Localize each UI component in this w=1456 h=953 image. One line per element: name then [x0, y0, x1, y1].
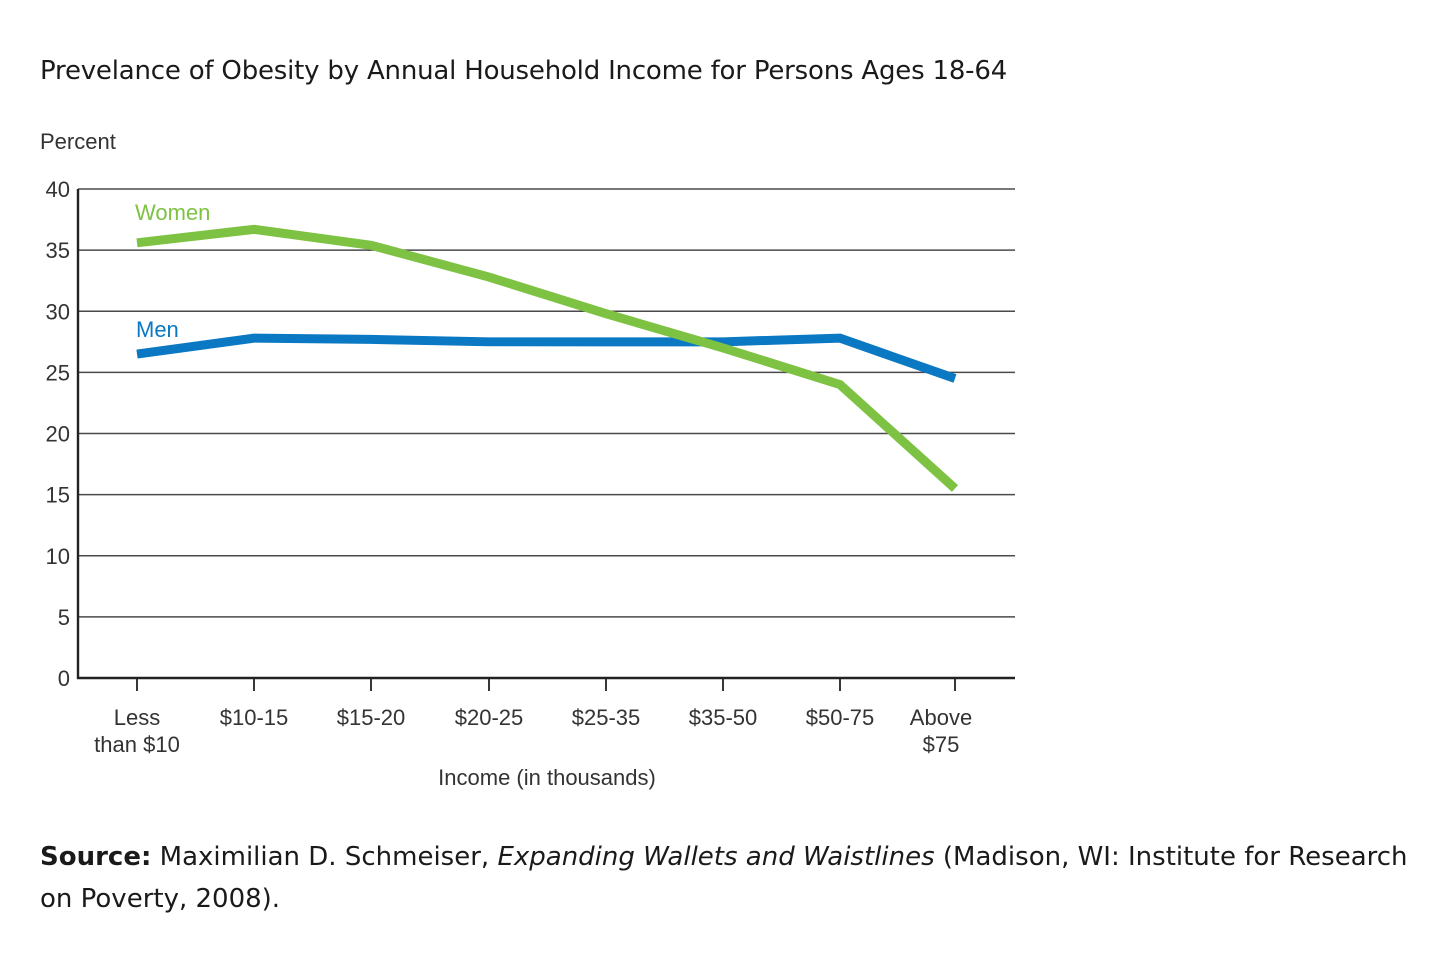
series-label-men: Men [136, 317, 179, 342]
y-axis-label: Percent [40, 129, 116, 154]
y-tick-label: 15 [46, 483, 70, 508]
x-tick-label: $75 [923, 732, 960, 757]
y-tick-label: 5 [58, 605, 70, 630]
x-tick-label: $15-20 [337, 705, 406, 730]
y-tick-label: 35 [46, 238, 70, 263]
x-tick-label: $20-25 [455, 705, 524, 730]
x-tick-label: $10-15 [220, 705, 289, 730]
x-tick-label: $50-75 [806, 705, 875, 730]
y-tick-label: 0 [58, 666, 70, 691]
y-tick-label: 25 [46, 360, 70, 385]
page-title: Prevelance of Obesity by Annual Househol… [40, 56, 1008, 86]
x-tick-label: $35-50 [689, 705, 758, 730]
x-tick-label: than $10 [94, 732, 180, 757]
source-work-title: Expanding Wallets and Waistlines [497, 842, 935, 872]
x-tick-label: Above [910, 705, 972, 730]
y-tick-label: 10 [46, 544, 70, 569]
source-details: (Madison, WI: Institute for Research on … [40, 842, 1408, 914]
series-label-women: Women [135, 200, 210, 225]
y-tick-label: 40 [46, 177, 70, 202]
source-author: Maximilian D. Schmeiser, [151, 842, 498, 872]
series-line-women [136, 224, 959, 492]
y-tick-label: 20 [46, 422, 70, 447]
x-tick-label: $25-35 [572, 705, 641, 730]
x-axis-label: Income (in thousands) [438, 765, 656, 790]
y-tick-label: 30 [46, 299, 70, 324]
series-line-men [136, 333, 957, 383]
x-tick-label: Less [114, 705, 160, 730]
source-note: Source: Maximilian D. Schmeiser, Expandi… [40, 836, 1420, 920]
source-label: Source: [40, 842, 152, 872]
